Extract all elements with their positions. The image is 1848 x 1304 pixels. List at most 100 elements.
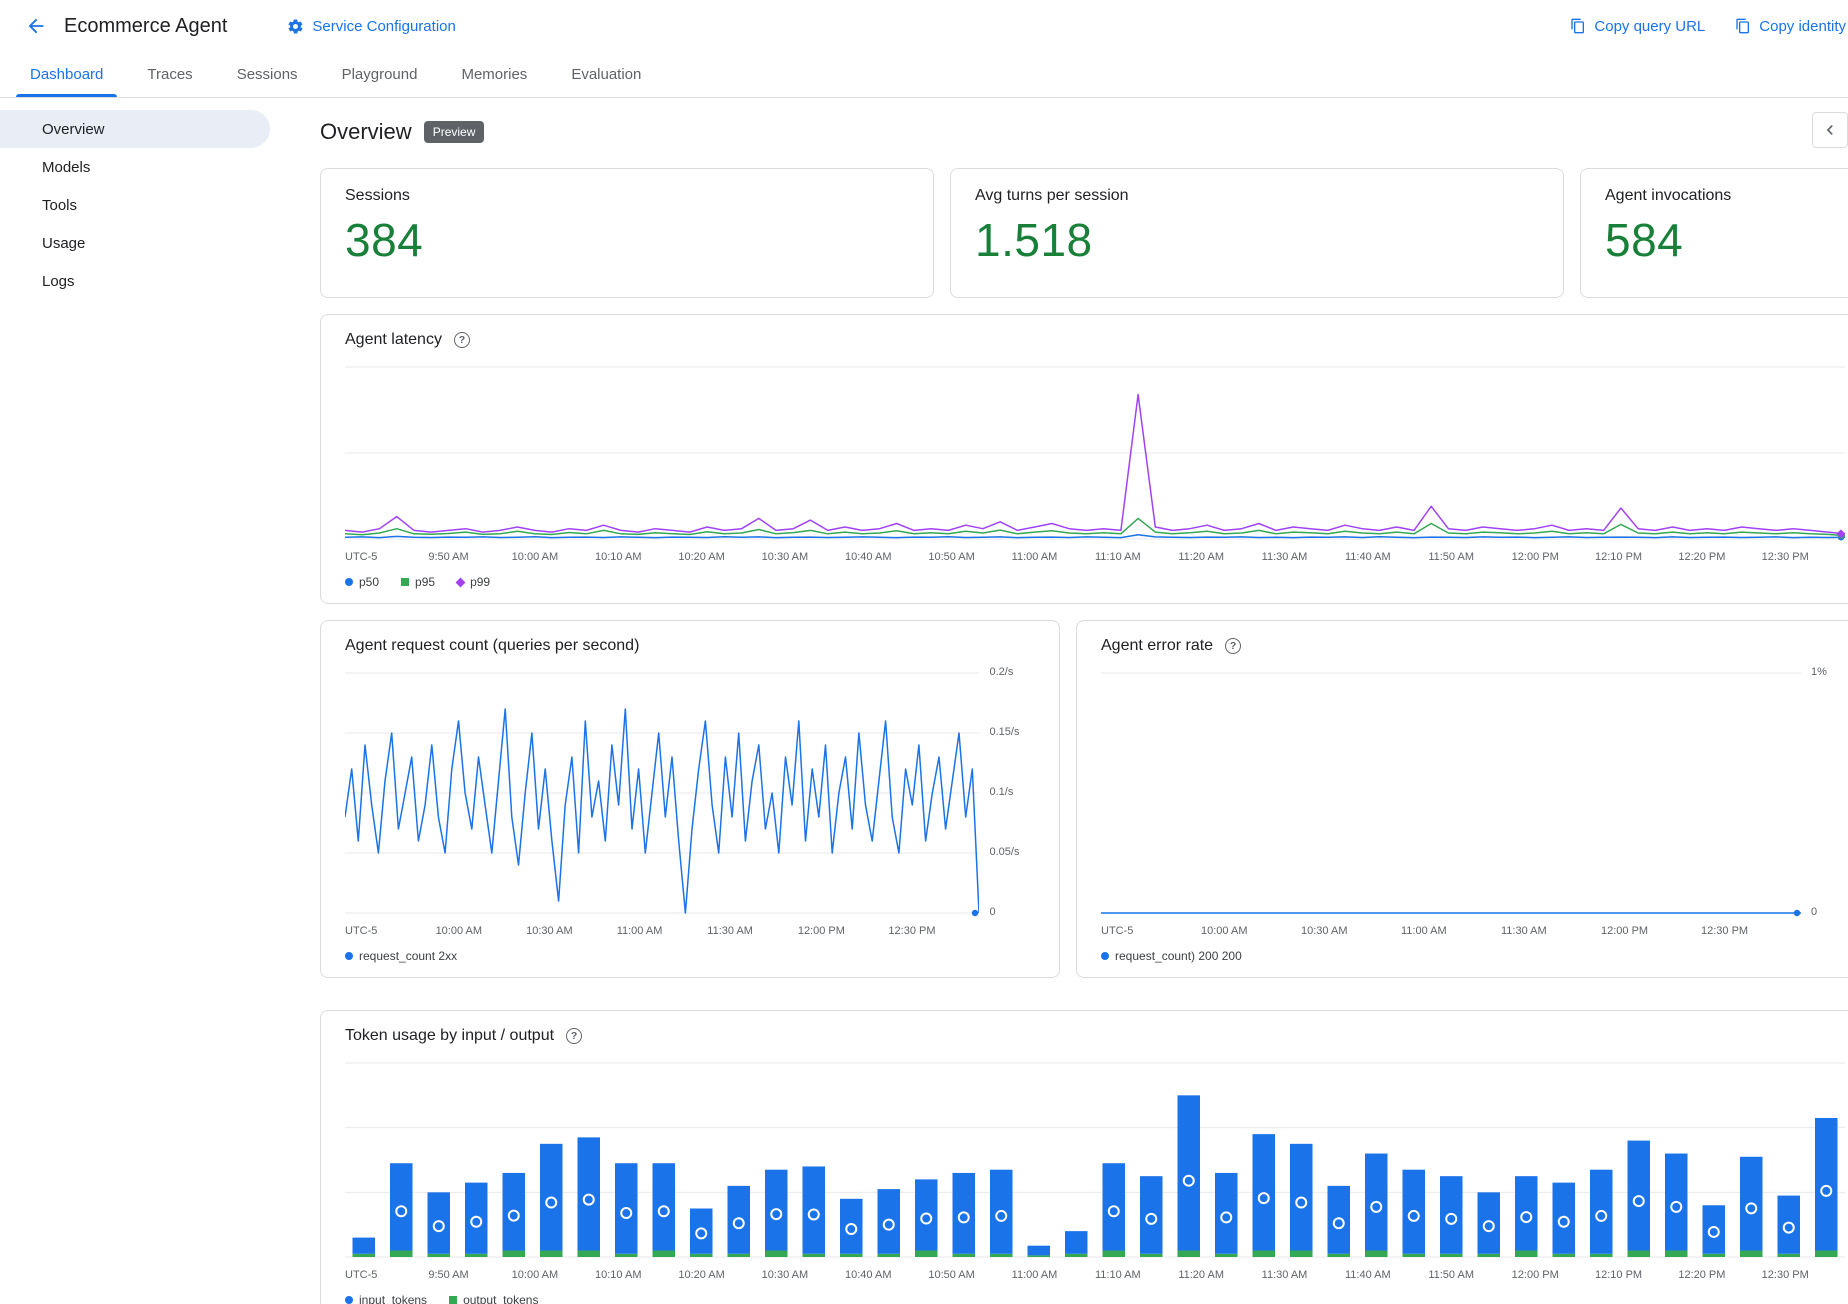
main-content: Overview Preview Last 3 hours EST	[286, 98, 1848, 1304]
tab-evaluation[interactable]: Evaluation	[549, 52, 663, 97]
tab-playground[interactable]: Playground	[320, 52, 440, 97]
app-header: Ecommerce Agent Service Configuration Co…	[0, 0, 1848, 52]
x-tick: UTC-5	[345, 925, 378, 937]
x-tick: 9:50 AM	[428, 1269, 469, 1281]
legend-label: p99	[470, 575, 491, 589]
sidebar-item-tools[interactable]: Tools	[42, 196, 78, 214]
y-tick: 0.2/s	[989, 666, 1014, 678]
x-tick: 11:50 AM	[1428, 551, 1474, 563]
chart-title: Agent latency	[345, 331, 442, 348]
x-tick: 12:10 PM	[1595, 1269, 1643, 1281]
legend-item-input-tokens[interactable]: input_tokens	[345, 1293, 427, 1304]
legend-item-p95[interactable]: p95	[401, 575, 435, 589]
agent-request-count-chart: Agent request count (queries per second)…	[320, 620, 1060, 978]
gear-icon	[287, 18, 304, 35]
x-tick: 10:00 AM	[1201, 925, 1248, 937]
help-icon[interactable]: ?	[453, 332, 470, 348]
x-tick: 10:00 AM	[435, 925, 483, 937]
time-controls: Last 3 hours EST	[1811, 112, 1848, 148]
x-tick: 12:30 PM	[1701, 925, 1749, 937]
legend-item-p50[interactable]: p50	[345, 575, 379, 589]
tab-memories[interactable]: Memories	[439, 52, 549, 97]
x-tick: 10:30 AM	[526, 925, 573, 937]
sidebar-item-overview[interactable]: Overview	[0, 110, 270, 148]
y-tick: 1%	[1811, 666, 1827, 678]
chart-plot-area[interactable]	[345, 1057, 1845, 1263]
x-axis-labels: UTC-5 9:50 AM 10:00 AM 10:10 AM 10:20 AM 10:3…	[345, 1267, 1845, 1285]
x-tick: UTC-5	[345, 551, 378, 563]
service-configuration-button[interactable]: Service Configuration	[287, 17, 456, 35]
chart-plot-area[interactable]	[1101, 667, 1801, 919]
x-tick: 11:10 AM	[1095, 1269, 1141, 1281]
sidebar-item-usage[interactable]: Usage	[42, 234, 86, 252]
chart-title: Token usage by input / output	[345, 1027, 555, 1044]
x-axis-labels: UTC-5 10:00 AM 10:30 AM 11:00 AM 11:30 AM 12:…	[345, 923, 985, 941]
x-tick: 12:00 PM	[1511, 1269, 1559, 1281]
x-tick: 10:30 AM	[761, 1269, 809, 1281]
x-tick: 11:40 AM	[1345, 1269, 1391, 1281]
legend-marker-icon	[455, 577, 466, 587]
legend-marker-icon	[1101, 952, 1109, 960]
chart-title: Agent request count (queries per second)	[345, 637, 640, 654]
x-tick: UTC-5	[345, 1269, 378, 1281]
x-tick: 12:20 PM	[1678, 551, 1726, 563]
legend-item-p99[interactable]: p99	[455, 575, 491, 589]
x-tick: 12:00 PM	[797, 925, 845, 937]
y-tick: 0.15/s	[989, 726, 1020, 738]
x-tick: UTC-5	[1101, 925, 1134, 937]
back-button[interactable]	[18, 8, 54, 44]
copy-identity-label: Copy identity	[1759, 17, 1846, 35]
x-tick: 9:50 AM	[428, 551, 469, 563]
agent-error-rate-chart: Agent error rate ? 1% 0 UTC-5 10:00 AM 10:3…	[1076, 620, 1848, 978]
header-actions: Copy query URL Copy identity	[1570, 18, 1846, 35]
metric-label: Sessions	[345, 187, 410, 204]
x-tick: 10:40 AM	[845, 1269, 892, 1281]
chart-plot-area[interactable]	[344, 361, 1846, 545]
metric-value: 384	[345, 214, 424, 266]
metric-value: 584	[1605, 214, 1684, 266]
sidebar-item-logs[interactable]: Logs	[42, 272, 75, 290]
y-tick: 0.05/s	[989, 846, 1020, 858]
x-tick: 11:50 AM	[1428, 1269, 1474, 1281]
sidebar-item-models[interactable]: Models	[42, 158, 91, 176]
token-usage-chart: Token usage by input / output ? 60k40k20…	[320, 1010, 1848, 1304]
x-tick: 11:20 AM	[1178, 1269, 1224, 1281]
x-tick: 12:10 PM	[1595, 551, 1643, 563]
x-tick: 11:10 AM	[1095, 551, 1141, 563]
x-tick: 10:10 AM	[595, 1269, 642, 1281]
chart-plot-area[interactable]	[344, 667, 980, 919]
legend-label: request_count) 200 200	[1115, 949, 1242, 963]
time-back-button[interactable]	[1811, 112, 1848, 148]
legend-item-output-tokens[interactable]: output_tokens	[449, 1293, 538, 1304]
legend-item-request-count-200-200[interactable]: request_count) 200 200	[1101, 949, 1242, 963]
service-configuration-label: Service Configuration	[312, 17, 456, 35]
tab-dashboard[interactable]: Dashboard	[8, 52, 125, 97]
x-tick: 11:30 AM	[1501, 925, 1547, 937]
help-icon[interactable]: ?	[566, 1028, 583, 1044]
metric-value: 1.518	[975, 214, 1093, 266]
main-tabs: Dashboard Traces Sessions Playground Mem…	[0, 52, 1848, 98]
x-tick: 11:00 AM	[1401, 925, 1447, 937]
x-tick: 11:30 AM	[1261, 1269, 1308, 1281]
x-tick: 10:50 AM	[928, 551, 975, 563]
x-tick: 11:00 AM	[1011, 551, 1058, 563]
chart-legend: request_count 2xx	[345, 949, 1035, 963]
y-axis-labels: 1% 0	[1801, 666, 1848, 919]
x-tick: 10:40 AM	[845, 551, 892, 563]
agent-latency-chart: Agent latency ? 10min5min0 UTC-59:50 AM1…	[320, 314, 1848, 604]
x-tick: 10:10 AM	[595, 551, 642, 563]
x-tick: 10:00 AM	[511, 551, 559, 563]
tab-sessions[interactable]: Sessions	[215, 52, 320, 97]
chart-legend: input_tokens output_tokens	[345, 1293, 1848, 1304]
tab-traces[interactable]: Traces	[125, 52, 214, 97]
help-icon[interactable]: ?	[1225, 638, 1242, 654]
legend-marker-icon	[449, 1296, 458, 1304]
x-tick: 11:40 AM	[1345, 551, 1391, 563]
legend-label: request_count 2xx	[359, 949, 458, 963]
page-head: Overview Preview Last 3 hours EST	[320, 112, 1848, 152]
x-tick: 11:00 AM	[616, 925, 663, 937]
legend-item-request-count-2xx[interactable]: request_count 2xx	[345, 949, 457, 963]
copy-query-url-button[interactable]: Copy query URL	[1570, 18, 1705, 35]
copy-identity-button[interactable]: Copy identity	[1735, 18, 1846, 35]
x-tick: 12:00 PM	[1601, 925, 1649, 937]
